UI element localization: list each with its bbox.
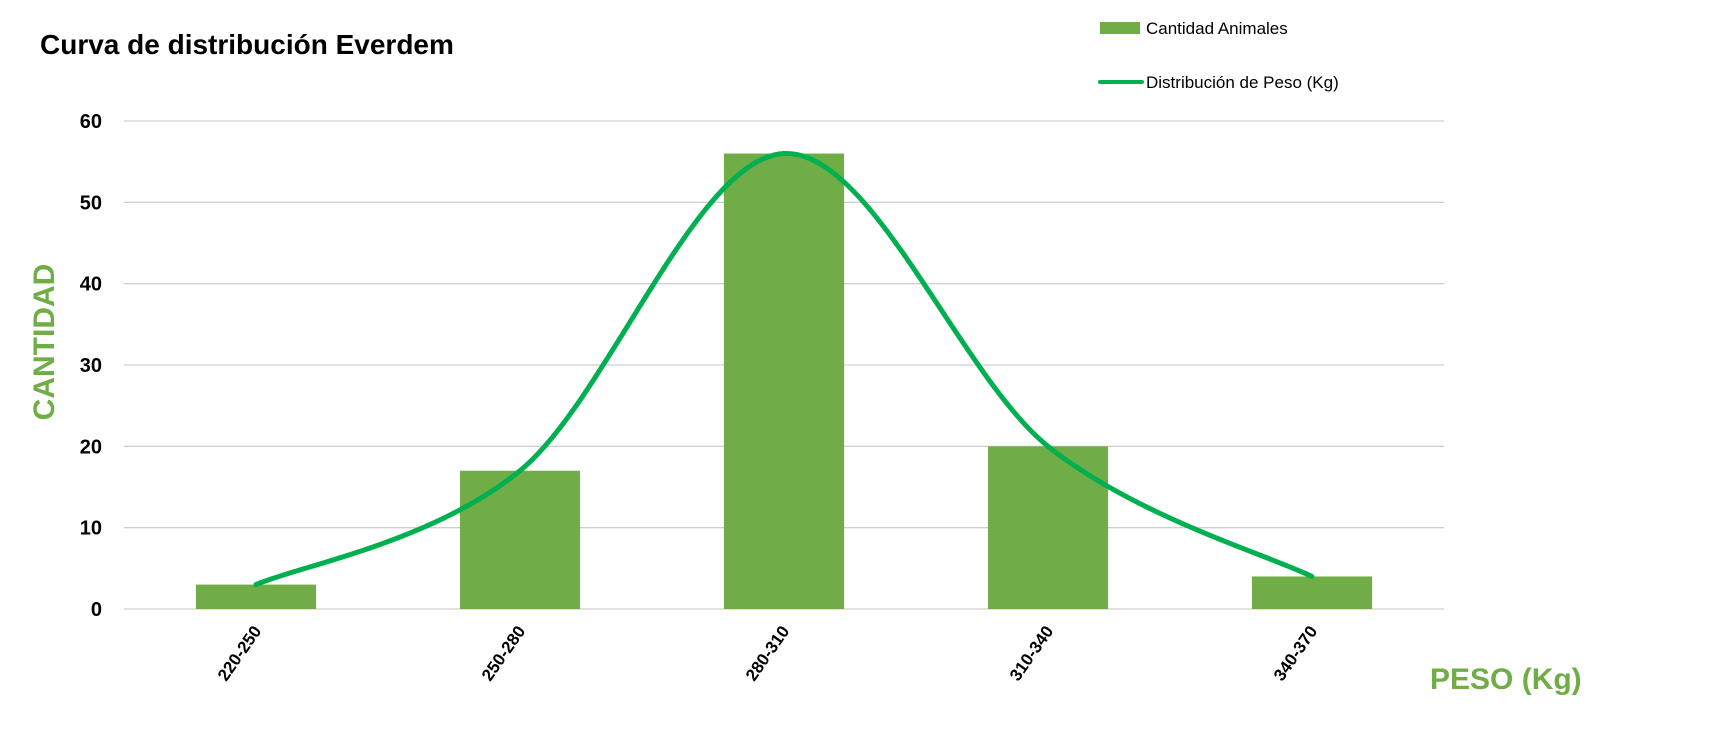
y-tick-label: 60 <box>80 111 102 133</box>
bar <box>723 153 845 610</box>
x-tick-label: 340-370 <box>1270 622 1321 684</box>
bar-series <box>195 153 1373 610</box>
x-axis-label: PESO (Kg) <box>1430 663 1582 696</box>
x-tick-label: 250-280 <box>478 622 529 684</box>
legend: Cantidad Animales Distribución de Peso (… <box>1098 19 1339 92</box>
y-tick-label: 40 <box>80 274 102 296</box>
bar <box>459 470 581 609</box>
legend-bar-swatch <box>1100 22 1140 34</box>
y-tick-label: 20 <box>80 436 102 458</box>
bar <box>987 446 1109 609</box>
y-axis-label: CANTIDAD <box>28 264 61 421</box>
y-tick-label: 30 <box>80 355 102 377</box>
x-tick-label: 220-250 <box>214 622 265 684</box>
distribution-curve <box>253 151 1315 588</box>
legend-line-label: Distribución de Peso (Kg) <box>1146 73 1339 92</box>
bar <box>1251 576 1373 609</box>
y-tick-labels: 0 10 20 30 40 50 60 <box>80 111 102 621</box>
y-tick-label: 0 <box>91 599 102 621</box>
y-tick-label: 50 <box>80 192 102 214</box>
legend-bar-label: Cantidad Animales <box>1146 19 1288 38</box>
y-tick-label: 10 <box>80 518 102 540</box>
bar <box>195 584 317 609</box>
x-tick-label: 310-340 <box>1006 622 1057 684</box>
x-tick-label: 280-310 <box>742 622 793 684</box>
chart-title: Curva de distribución Everdem <box>40 29 454 60</box>
x-tick-labels: 220-250 250-280 280-310 310-340 340-370 <box>214 622 1321 684</box>
